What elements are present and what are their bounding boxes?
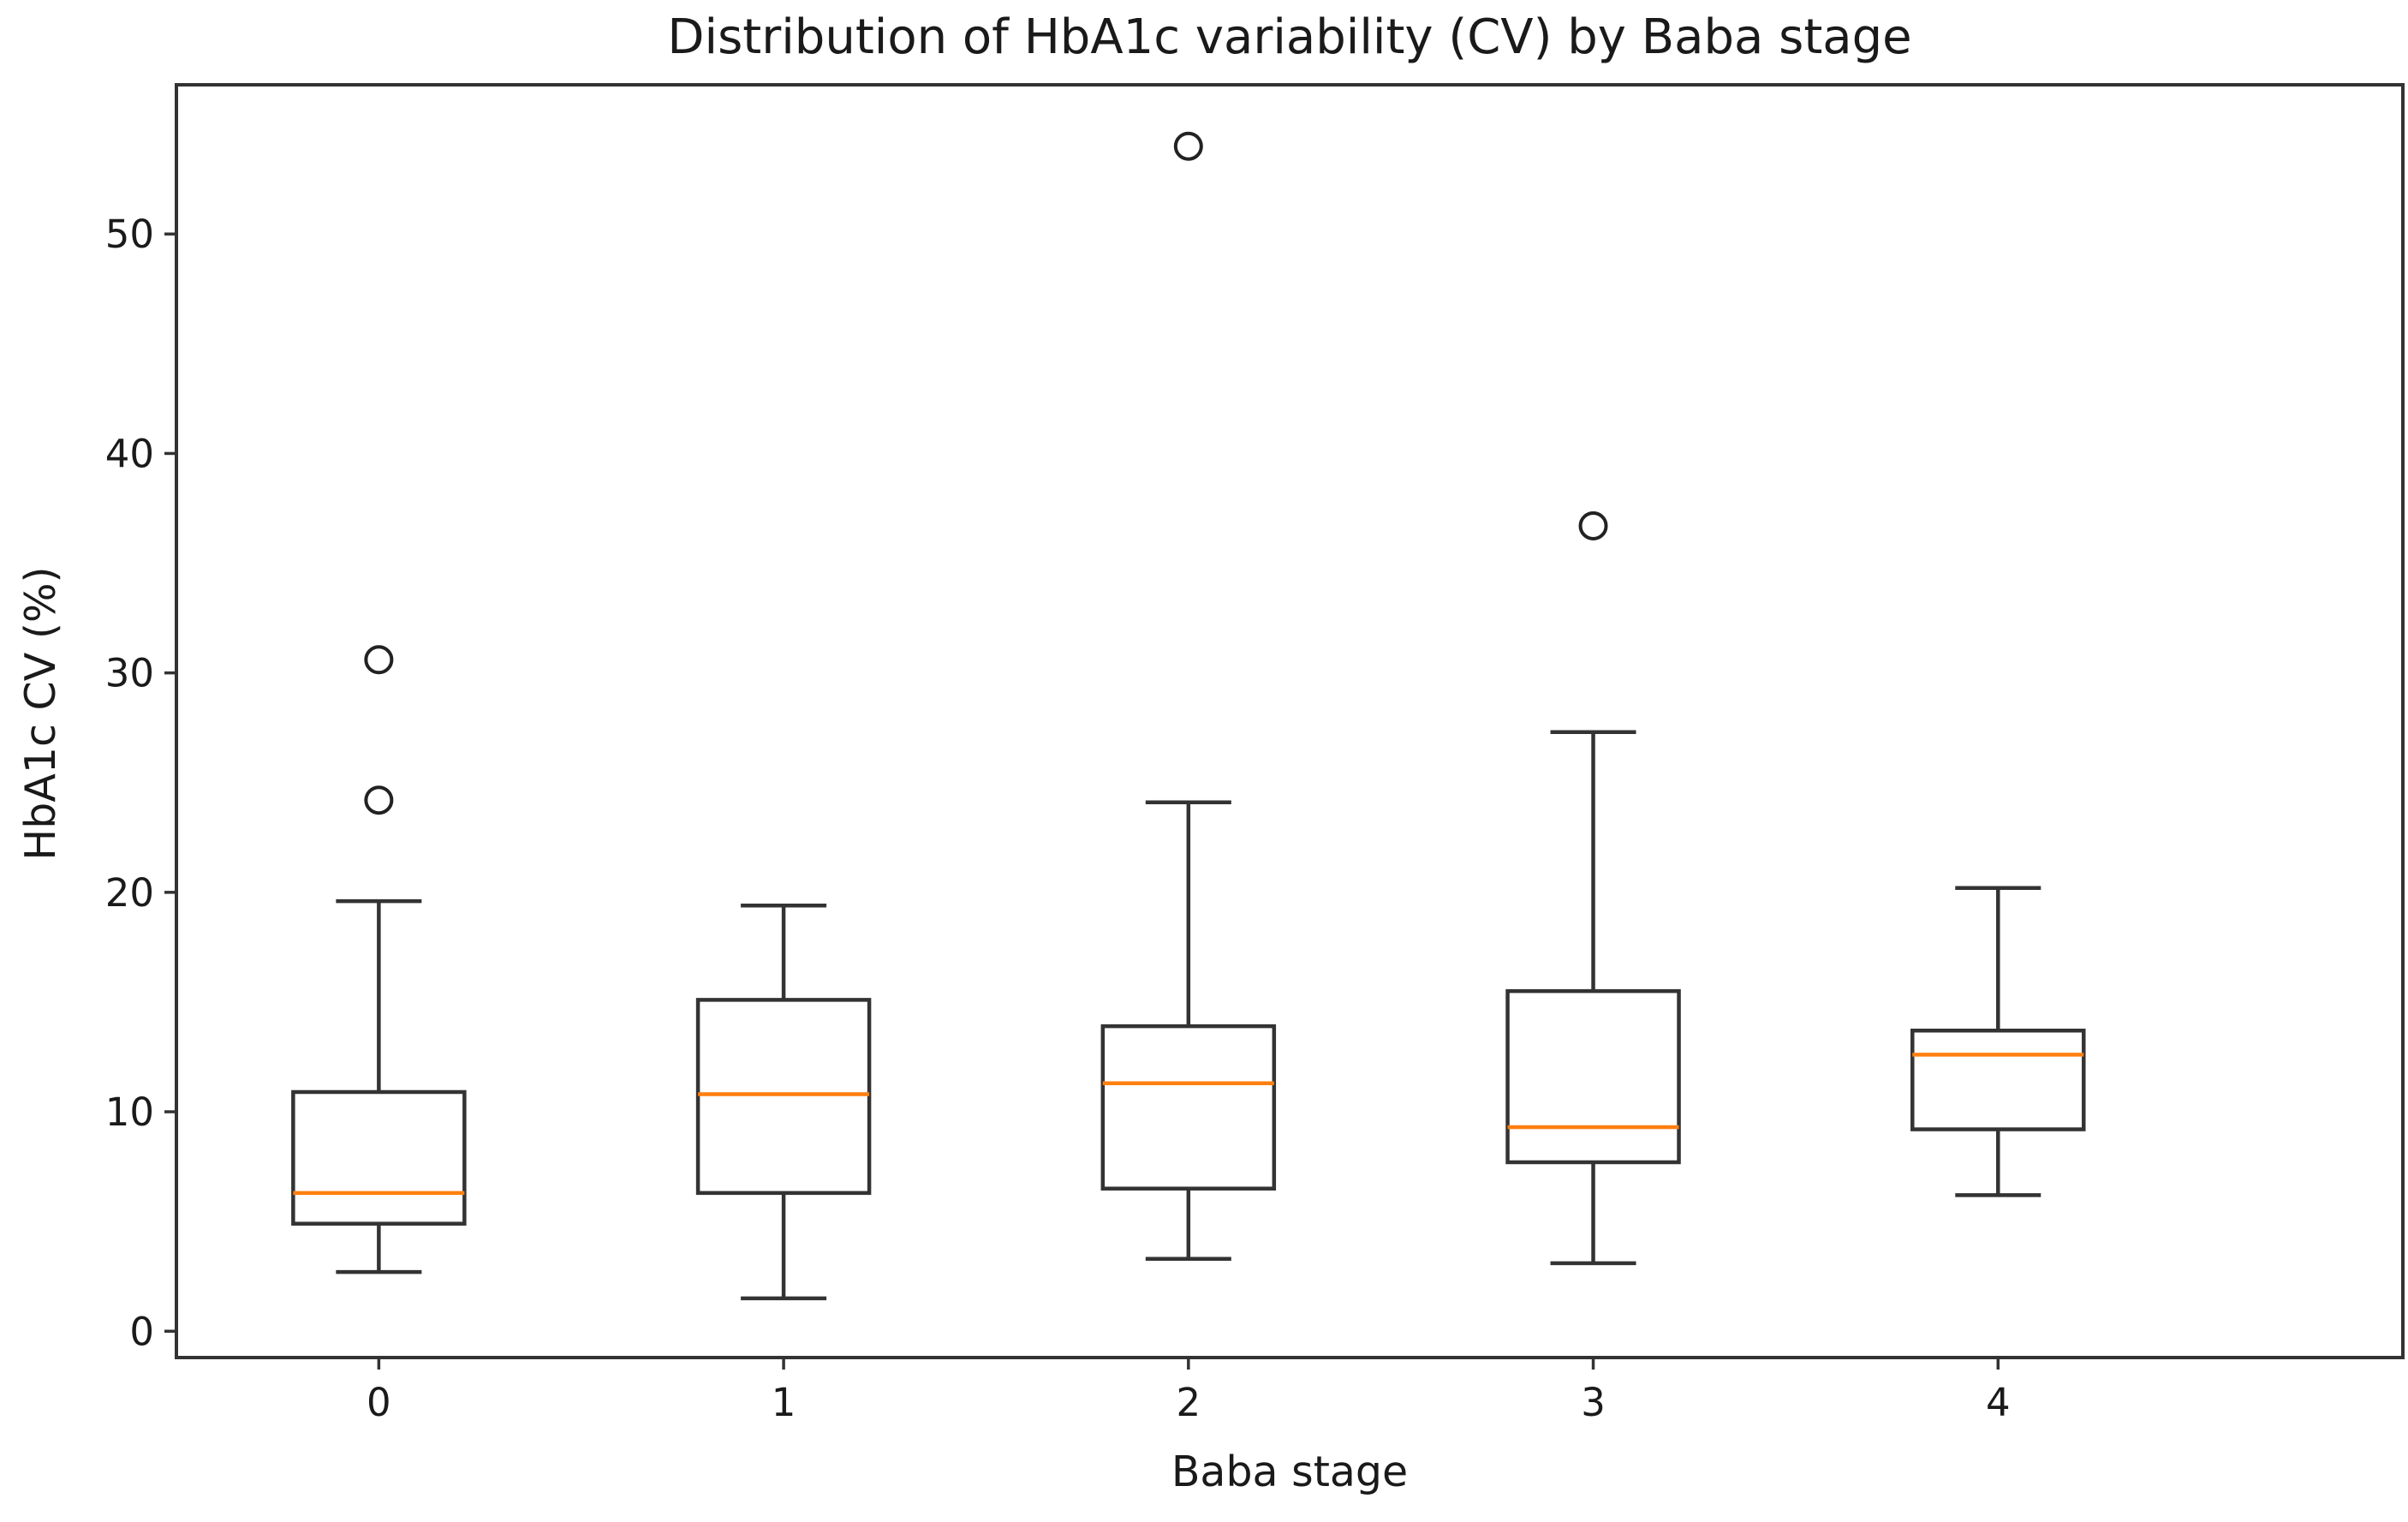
y-tick-label: 10 [105,1089,154,1135]
box-iqr [1100,1024,1277,1191]
axes-frame [175,83,2405,1359]
x-tick-label: 1 [772,1380,796,1425]
box-iqr [695,998,872,1196]
x-tick-label: 2 [1176,1380,1201,1425]
box-iqr [1505,988,1681,1165]
x-tick-label: 4 [1986,1380,2011,1425]
box-iqr [1910,1029,2086,1131]
y-tick-label: 40 [105,431,154,476]
y-axis-label: HbA1c CV (%) [16,566,65,860]
y-tick-label: 0 [129,1309,154,1354]
x-tick-label: 0 [367,1380,391,1425]
x-tick-label: 3 [1581,1380,1606,1425]
y-tick-label: 50 [105,212,154,257]
box-iqr [291,1089,467,1226]
chart-title: Distribution of HbA1c variability (CV) b… [667,9,1911,65]
outlier-point [1578,510,1608,540]
outlier-point [1173,131,1203,161]
x-axis-label: Baba stage [1171,1447,1408,1496]
plot-area: 0 10 20 30 40 50 0 1 2 3 4 [105,131,2086,1425]
outlier-point [364,785,394,815]
y-tick-label: 30 [105,651,154,696]
y-tick-label: 20 [105,870,154,916]
outlier-point [364,645,394,675]
